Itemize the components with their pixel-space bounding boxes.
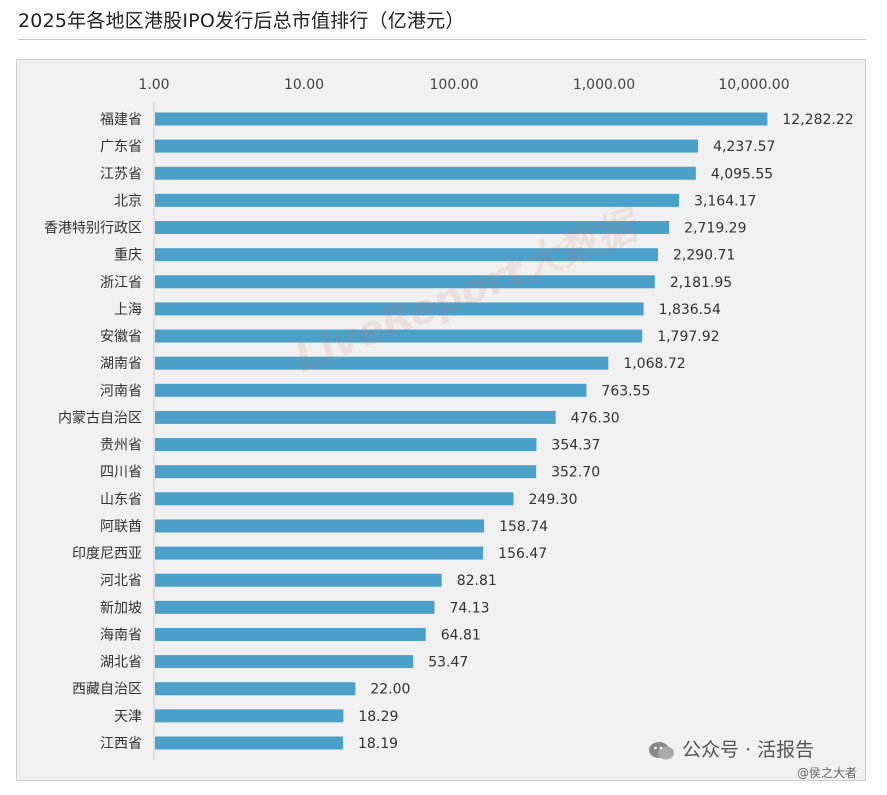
category-label: 河南省 <box>100 383 142 399</box>
data-label: 2,719.29 <box>684 221 746 237</box>
data-label: 82.81 <box>457 573 497 589</box>
bar <box>155 166 696 180</box>
x-tick-label: 1,000.00 <box>573 77 635 93</box>
category-label: 海南省 <box>100 627 142 643</box>
data-label: 18.29 <box>358 709 398 725</box>
bar <box>155 627 426 641</box>
author-handle: @侯之大者 <box>797 766 858 780</box>
data-label: 18.19 <box>358 736 398 752</box>
category-label: 江西省 <box>100 736 142 752</box>
x-tick-label: 10,000.00 <box>718 77 789 93</box>
bar <box>155 112 768 126</box>
category-label: 贵州省 <box>100 438 142 454</box>
category-label: 湖南省 <box>100 356 142 372</box>
bar <box>155 438 537 452</box>
category-label: 西藏自治区 <box>72 682 142 698</box>
wechat-icon <box>649 741 674 759</box>
bar <box>155 221 670 235</box>
x-tick-label: 1.00 <box>138 77 169 93</box>
data-label: 64.81 <box>441 627 481 643</box>
category-label: 湖北省 <box>100 655 142 671</box>
data-label: 4,237.57 <box>713 139 775 155</box>
bar <box>155 736 343 750</box>
x-tick-label: 10.00 <box>284 77 324 93</box>
data-label: 2,181.95 <box>670 275 732 291</box>
category-label: 香港特别行政区 <box>44 221 142 237</box>
bar <box>155 275 655 289</box>
category-label: 安徽省 <box>100 329 142 345</box>
data-label: 1,797.92 <box>657 329 719 345</box>
category-label: 河北省 <box>100 573 142 589</box>
category-label: 重庆 <box>114 248 142 264</box>
data-label: 352.70 <box>551 465 600 481</box>
bar <box>155 519 485 533</box>
bar <box>155 655 414 669</box>
x-tick-label: 100.00 <box>430 77 479 93</box>
bar <box>155 465 537 479</box>
bar <box>155 193 680 207</box>
category-label: 广东省 <box>100 139 142 155</box>
category-label: 山东省 <box>100 492 142 508</box>
bar <box>155 600 435 614</box>
data-label: 74.13 <box>449 600 489 616</box>
data-label: 1,836.54 <box>659 302 721 318</box>
bar <box>155 573 442 587</box>
bar <box>155 139 699 153</box>
category-label: 印度尼西亚 <box>72 546 142 562</box>
bar <box>155 492 514 506</box>
category-label: 北京 <box>114 193 142 209</box>
data-label: 53.47 <box>428 655 468 671</box>
category-label: 阿联酋 <box>100 518 142 535</box>
data-label: 158.74 <box>499 519 548 535</box>
bar <box>155 383 587 397</box>
category-label: 四川省 <box>100 465 142 481</box>
data-label: 22.00 <box>370 682 410 698</box>
chart-title: 2025年各地区港股IPO发行后总市值排行（亿港元） <box>18 10 465 32</box>
category-label: 内蒙古自治区 <box>58 410 142 426</box>
data-label: 249.30 <box>529 492 578 508</box>
bar <box>155 329 643 343</box>
footer-text: 公众号 · 活报告 <box>682 739 815 761</box>
title-divider <box>18 39 866 40</box>
data-label: 2,290.71 <box>673 248 735 264</box>
bar <box>155 682 356 696</box>
bar-chart: 1.00 10.00 100.00 1,000.00 10,000.00 福建省 12,28… <box>44 77 854 761</box>
chart-panel: 1.00 10.00 100.00 1,000.00 10,000.00 福建省 12,28… <box>16 59 866 781</box>
bar <box>155 356 609 370</box>
bar <box>155 709 344 723</box>
data-label: 1,068.72 <box>623 356 685 372</box>
category-label: 浙江省 <box>100 275 142 291</box>
data-label: 4,095.55 <box>711 166 773 182</box>
category-label: 新加坡 <box>100 600 142 616</box>
category-label: 福建省 <box>100 112 142 128</box>
category-label: 江苏省 <box>100 166 142 182</box>
category-label: 天津 <box>114 709 142 725</box>
bar <box>155 302 644 316</box>
data-label: 3,164.17 <box>694 193 756 209</box>
data-label: 763.55 <box>601 383 650 399</box>
bar <box>155 546 484 560</box>
bar <box>155 248 658 262</box>
data-label: 476.30 <box>571 410 620 426</box>
category-label: 上海 <box>114 302 142 318</box>
data-label: 12,282.22 <box>782 112 853 128</box>
footer-attribution: 公众号 · 活报告 <box>648 735 814 762</box>
data-label: 156.47 <box>498 546 547 562</box>
data-label: 354.37 <box>551 438 600 454</box>
bar <box>155 410 556 424</box>
